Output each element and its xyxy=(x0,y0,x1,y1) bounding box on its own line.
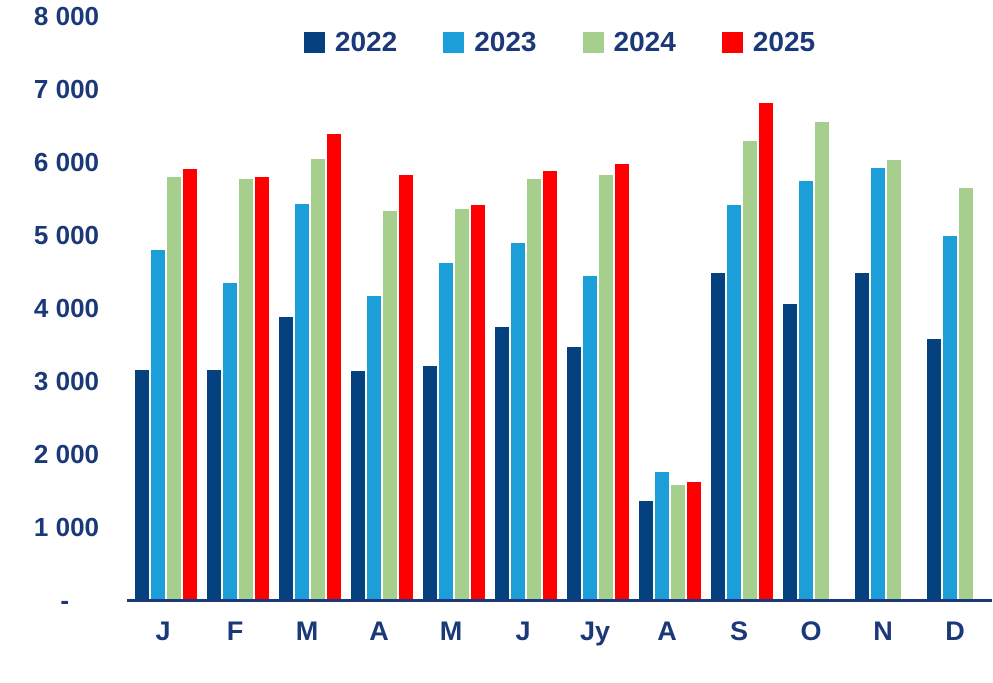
bar-2025 xyxy=(615,164,629,600)
bar-2022 xyxy=(135,370,149,600)
bar-2022 xyxy=(567,347,581,600)
legend-label: 2024 xyxy=(613,26,676,57)
legend-label: 2025 xyxy=(752,26,816,57)
bar-2023 xyxy=(223,283,237,600)
bar-2024 xyxy=(815,122,829,600)
bar-2023 xyxy=(727,205,741,600)
x-axis-label-1: F xyxy=(226,616,244,646)
bar-2024 xyxy=(671,485,685,600)
legend-item-2022: 2022 xyxy=(303,26,398,57)
bar-2024 xyxy=(599,175,613,600)
bar-2024 xyxy=(455,209,469,600)
x-axis-label-5: J xyxy=(515,616,531,646)
bar-2023 xyxy=(511,243,525,600)
bar-group-F-1 xyxy=(199,16,271,600)
bar-2022 xyxy=(927,339,941,600)
bar-2023 xyxy=(295,204,309,600)
bar-2025 xyxy=(759,103,773,600)
x-axis-label-3: A xyxy=(369,616,389,646)
bar-2024 xyxy=(239,179,253,600)
bar-group-N-10 xyxy=(847,16,919,600)
bar-group-M-2 xyxy=(271,16,343,600)
bar-2022 xyxy=(351,371,365,600)
legend-item-2025: 2025 xyxy=(721,26,816,57)
legend-item-2024: 2024 xyxy=(582,26,676,57)
bar-2023 xyxy=(367,296,381,600)
plot-area xyxy=(127,16,991,600)
bar-2024 xyxy=(383,211,397,600)
bar-2024 xyxy=(527,179,541,600)
bar-2024 xyxy=(743,141,757,600)
bar-group-Jy-6 xyxy=(559,16,631,600)
bar-2025 xyxy=(327,134,341,600)
bar-2023 xyxy=(799,181,813,600)
x-axis-label-2: M xyxy=(295,616,319,646)
x-axis-label-9: O xyxy=(800,616,822,646)
bar-2022 xyxy=(783,304,797,600)
bar-2025 xyxy=(687,482,701,600)
x-axis-label-6: Jy xyxy=(579,616,611,646)
bar-group-O-9 xyxy=(775,16,847,600)
y-tick-label: 8 000 xyxy=(33,1,99,31)
legend-label: 2022 xyxy=(334,26,398,57)
y-axis: 8 000 7 000 6 000 5 000 4 000 3 000 2 000 1 000… xyxy=(0,0,99,683)
bar-2024 xyxy=(887,160,901,600)
bar-group-S-8 xyxy=(703,16,775,600)
bar-2022 xyxy=(279,317,293,600)
x-axis-label-8: S xyxy=(729,616,748,646)
x-axis-label-10: N xyxy=(873,616,893,646)
y-tick-label: 7 000 xyxy=(33,74,99,104)
bar-2025 xyxy=(399,175,413,600)
x-axis-labels: J F M A M J Jy A S O N D xyxy=(127,616,991,647)
y-tick-label: 4 000 xyxy=(33,293,99,323)
bar-2024 xyxy=(311,159,325,600)
legend-swatch-icon xyxy=(303,31,325,53)
chart-legend: 2022 2023 2024 2025 xyxy=(127,28,992,56)
legend-swatch-icon xyxy=(443,31,465,53)
bar-2025 xyxy=(543,171,557,600)
bar-group-M-4 xyxy=(415,16,487,600)
y-tick-label: 2 000 xyxy=(33,439,99,469)
bar-2025 xyxy=(471,205,485,600)
bar-2022 xyxy=(423,366,437,600)
y-tick-label: - xyxy=(60,585,69,615)
bar-2024 xyxy=(167,177,181,600)
bar-2023 xyxy=(871,168,885,600)
bar-2023 xyxy=(151,250,165,600)
bar-2023 xyxy=(583,276,597,600)
bar-2022 xyxy=(495,327,509,600)
x-axis-label-0: J xyxy=(155,616,171,646)
x-axis-label-4: M xyxy=(439,616,463,646)
bar-2025 xyxy=(183,169,197,600)
bar-2023 xyxy=(655,472,669,600)
legend-item-2023: 2023 xyxy=(443,26,537,57)
bar-2022 xyxy=(711,273,725,600)
bar-group-J-0 xyxy=(127,16,199,600)
bar-2024 xyxy=(959,188,973,600)
x-axis-line xyxy=(127,599,992,602)
bar-group-A-3 xyxy=(343,16,415,600)
bar-2022 xyxy=(855,273,869,600)
bar-2023 xyxy=(943,236,957,600)
bar-2023 xyxy=(439,263,453,600)
bar-group-D-11 xyxy=(919,16,991,600)
legend-swatch-icon xyxy=(721,31,743,53)
bar-group-A-7 xyxy=(631,16,703,600)
bar-2022 xyxy=(639,501,653,600)
y-tick-label: 5 000 xyxy=(33,220,99,250)
y-tick-label: 1 000 xyxy=(33,512,99,542)
y-tick-label: 6 000 xyxy=(33,147,99,177)
legend-swatch-icon xyxy=(582,31,604,53)
x-axis-label-11: D xyxy=(945,616,965,646)
y-tick-label: 3 000 xyxy=(33,366,99,396)
bar-2022 xyxy=(207,370,221,600)
bar-group-J-5 xyxy=(487,16,559,600)
legend-label: 2023 xyxy=(474,26,537,57)
bar-2025 xyxy=(255,177,269,600)
x-axis-label-7: A xyxy=(657,616,677,646)
